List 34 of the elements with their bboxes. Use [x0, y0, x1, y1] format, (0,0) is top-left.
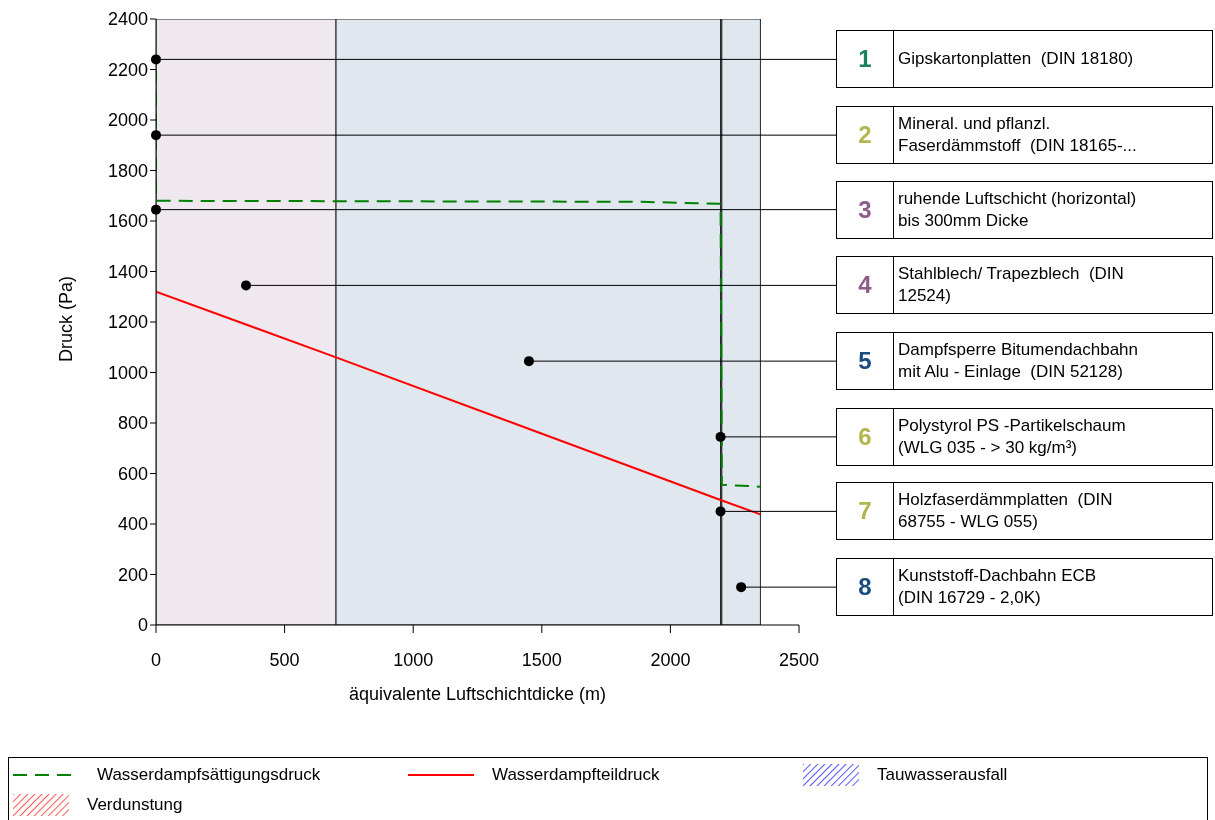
y-tick-label: 1800 — [107, 160, 148, 181]
legend-label: Wasserdampfteildruck — [492, 765, 660, 785]
y-tick-label: 1200 — [107, 312, 148, 333]
y-tick-label: 2400 — [107, 9, 148, 30]
annotation: 5 Dampfsperre Bitumendachbahn mit Alu - Einlage (DIN 52128) — [857, 339, 1139, 384]
x-tick-label: 1000 — [393, 649, 434, 670]
y-tick-label: 2000 — [107, 110, 148, 131]
y-tick-label: 0 — [137, 615, 148, 636]
y-tick-label: 2200 — [107, 59, 148, 80]
x-tick-label: 2500 — [778, 649, 820, 670]
y-tick-label: 1400 — [107, 261, 148, 282]
annotation: 4 Stahlblech/ Trapezblech (DIN 12524) — [857, 263, 1124, 308]
legend-label: Verdunstung — [87, 795, 183, 815]
y-tick-label: 1000 — [107, 362, 148, 383]
y-tick-label: 800 — [117, 413, 148, 434]
annotation: 8 Kunststoff-Dachbahn ECB (DIN 16729 - 2,0K) — [857, 565, 1097, 610]
legend-label: Wasserdampfsättigungsdruck — [97, 765, 321, 785]
annotation: 6 Polystyrol PS -Partikelschaum (WLG 035 - > 30 kg/m³) — [857, 414, 1126, 459]
annotation: 1 Gipskartonplatten (DIN 18180) — [857, 44, 1134, 75]
annotation: 7 Holzfaserdämmplatten (DIN 68755 - WLG 055) — [857, 489, 1113, 534]
x-tick-label: 0 — [150, 649, 162, 670]
y-tick-label: 400 — [117, 514, 148, 535]
legend-label: Tauwasserausfall — [877, 765, 1008, 785]
x-axis-title: äquivalente Luftschichtdicke (m) — [348, 684, 607, 704]
x-tick-label: 500 — [269, 649, 300, 670]
annotation: 2 Mineral. und pflanzl. Faserdämmstoff (DIN 18165-... — [857, 113, 1137, 158]
x-tick-label: 1500 — [521, 649, 562, 670]
annotation: 3 ruhende Luftschicht (horizontal) bis 300mm Dicke — [857, 187, 1137, 232]
y-tick-label: 1600 — [107, 211, 148, 232]
line-series — [156, 290, 762, 516]
y-tick-label: 600 — [117, 463, 148, 484]
y-axis-title: Druck (Pa) — [56, 275, 77, 362]
x-tick-label: 2000 — [650, 649, 691, 670]
y-tick-label: 200 — [117, 564, 148, 585]
